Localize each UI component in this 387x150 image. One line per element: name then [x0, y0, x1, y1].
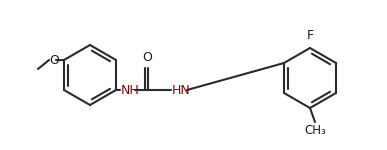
Text: NH: NH: [121, 84, 140, 96]
Text: O: O: [142, 51, 152, 64]
Text: CH₃: CH₃: [304, 124, 326, 137]
Text: F: F: [307, 29, 313, 42]
Text: HN: HN: [172, 84, 191, 96]
Text: O: O: [49, 54, 59, 66]
